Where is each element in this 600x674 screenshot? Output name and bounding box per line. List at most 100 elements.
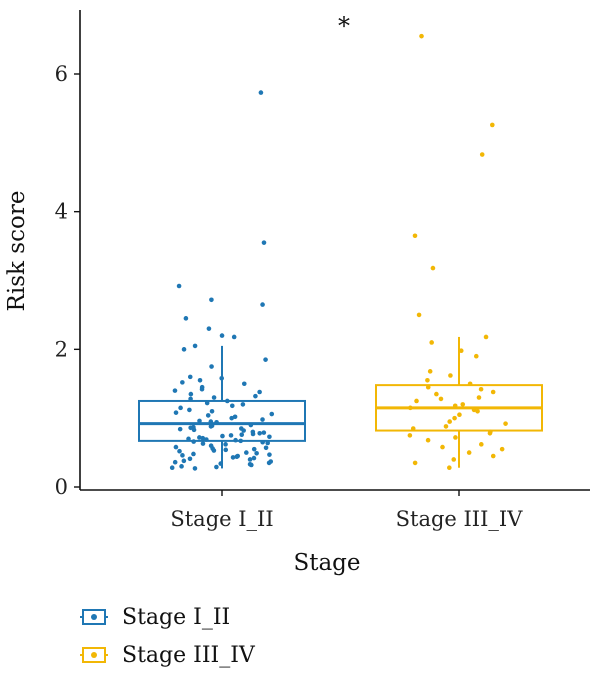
data-point [188,396,193,402]
data-point [427,369,433,374]
y-tick-label: 0 [55,475,68,499]
y-tick-label: 4 [55,200,68,224]
data-point [258,90,264,95]
data-point [248,422,254,428]
box-group [138,90,306,471]
data-point [460,402,466,407]
data-point [490,122,495,128]
data-point [204,400,210,406]
data-point [187,456,193,462]
data-point [407,433,413,438]
data-point [425,384,431,390]
data-point [179,464,184,469]
data-point [205,413,211,418]
data-point [503,421,508,426]
data-point [416,312,422,318]
data-point [412,233,418,239]
box-groups [138,33,543,471]
data-point [467,381,473,387]
data-point [173,410,179,415]
data-point [269,411,275,417]
data-point [451,457,457,462]
data-point [408,405,413,411]
data-point [479,152,485,157]
data-point [218,461,224,466]
data-point [176,283,182,289]
data-point [239,432,245,437]
legend-label-stage-i-ii: Stage I_II [122,604,231,630]
data-point [214,419,219,425]
data-point [191,451,196,457]
data-point [438,396,444,402]
data-point [260,302,265,307]
data-point [412,460,418,466]
data-point [234,454,240,460]
data-point [267,434,272,440]
data-point [209,408,215,414]
data-point [180,453,185,458]
data-point [224,398,230,404]
data-point [425,437,431,443]
y-tick-label: 2 [55,337,68,361]
data-point [188,391,194,397]
data-point [200,435,206,441]
x-axis-title: Stage [293,550,360,576]
data-point [238,438,244,444]
data-point [458,348,464,354]
data-point [206,326,212,331]
data-point [476,395,482,400]
box-group [375,33,543,471]
data-point [208,424,214,429]
data-point [249,462,254,468]
data-point [188,425,193,431]
legend: Stage I_II Stage III_IV [80,598,255,674]
data-point [490,389,496,395]
data-point [244,450,249,455]
data-point [178,405,183,411]
data-point [177,426,183,432]
axes: 0 2 4 6 Stage I_II Stage III_IV [55,10,590,531]
data-point [192,466,198,471]
data-point [483,334,489,340]
data-point [452,403,458,409]
data-point [473,353,479,359]
y-axis-title: Risk score [4,191,30,312]
data-point [229,415,234,421]
data-point [266,460,272,466]
data-point [250,431,256,437]
data-point [230,455,236,460]
data-point [253,393,258,399]
data-point [453,435,458,440]
y-tick-label: 6 [55,62,68,86]
data-point [197,378,203,383]
data-point [240,402,246,407]
data-point [173,444,179,450]
data-point [448,373,453,378]
data-point [241,381,247,387]
data-point [490,453,496,459]
data-point [181,458,187,464]
data-point [209,364,214,369]
data-point [425,378,430,383]
data-point [191,427,197,433]
data-point [187,374,193,380]
data-point [478,386,484,392]
data-point [192,343,198,349]
data-point [419,33,424,39]
data-point [466,450,472,455]
data-point [429,340,434,345]
data-point [200,441,206,446]
data-point [181,347,187,352]
legend-item-stage-i-ii: Stage I_II [80,598,255,636]
data-point [267,452,272,457]
data-point [214,464,219,470]
data-point [447,419,452,424]
legend-key-stage-iii-iv [80,643,110,667]
data-point [172,388,178,393]
data-point [479,442,484,447]
data-point [414,398,419,404]
data-point [251,446,257,452]
data-point [229,403,235,409]
data-point [251,455,257,461]
